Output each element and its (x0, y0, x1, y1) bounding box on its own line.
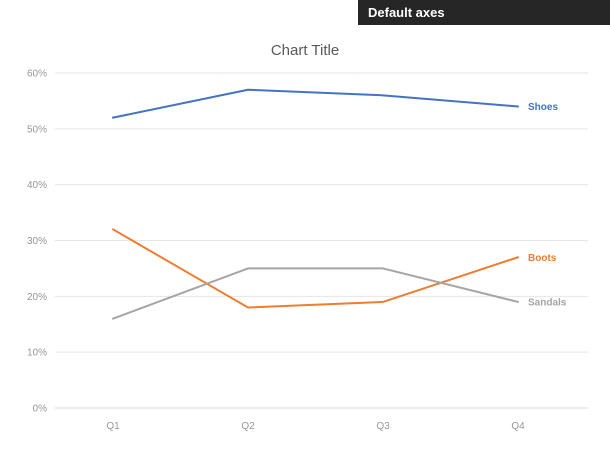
y-tick-label: 0% (33, 404, 48, 415)
y-tick-label: 60% (27, 69, 47, 80)
series-line-boots (112, 228, 519, 309)
y-tick-label: 50% (27, 124, 47, 135)
series-end-label-boots: Boots (528, 253, 557, 264)
series-line-shoes (112, 88, 519, 119)
y-tick-label: 40% (27, 180, 47, 191)
series-line-sandals (112, 267, 519, 320)
header-tag: Default axes (358, 0, 610, 25)
y-tick-label: 20% (27, 292, 47, 303)
x-tick-label: Q4 (511, 421, 525, 432)
x-tick-label: Q2 (241, 421, 255, 432)
chart-title: Chart Title (270, 42, 340, 59)
x-tick-label: Q3 (376, 421, 390, 432)
x-tick-label: Q1 (106, 421, 120, 432)
y-tick-label: 10% (27, 348, 47, 359)
series-end-label-sandals: Sandals (528, 297, 567, 308)
series-end-label-shoes: Shoes (528, 102, 558, 113)
y-tick-label: 30% (27, 236, 47, 247)
